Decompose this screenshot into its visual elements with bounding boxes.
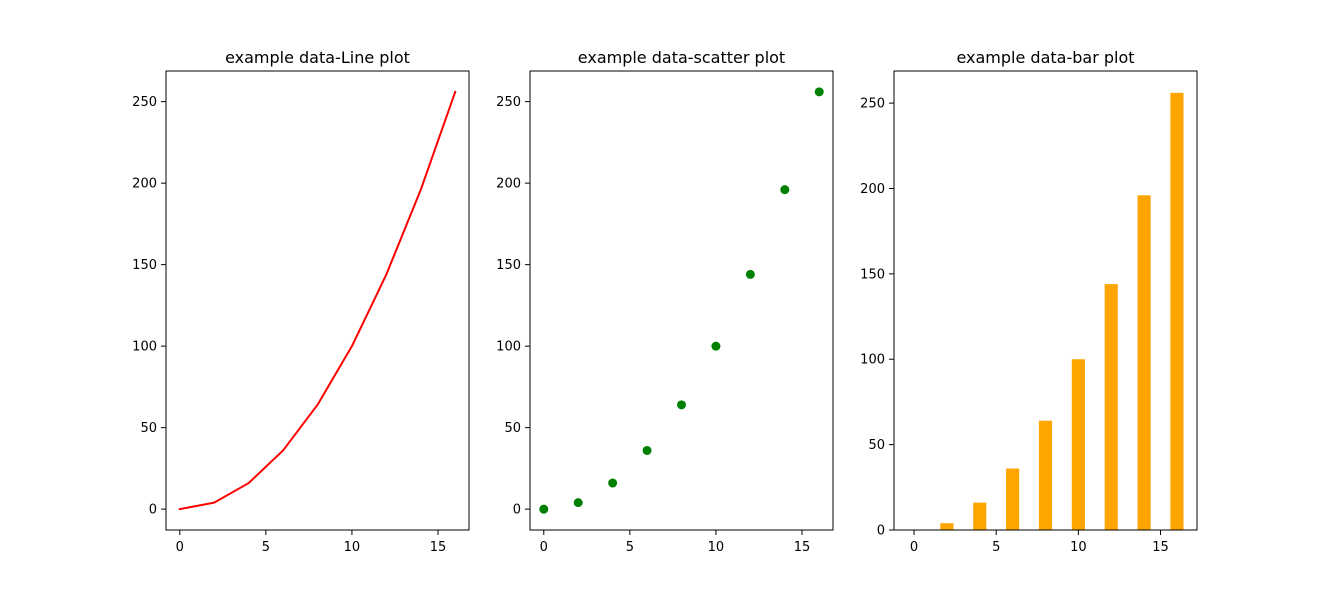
x-tick-label: 0 [176,540,184,555]
bar [1071,359,1085,530]
scatter-point [814,87,824,97]
scatter-point [539,504,549,514]
x-tick-label: 0 [540,540,548,555]
y-tick-label: 50 [504,421,521,436]
y-tick-label: 50 [140,421,157,436]
chart-title: example data-scatter plot [578,48,785,67]
y-tick-label: 200 [496,177,521,192]
x-tick-label: 15 [430,540,447,555]
x-tick-label: 15 [1152,540,1169,555]
y-tick-label: 0 [877,524,885,539]
bar [1038,420,1053,530]
y-tick-label: 250 [496,95,521,110]
y-tick-label: 0 [513,503,521,518]
chart-title: example data-bar plot [956,48,1134,67]
y-tick-label: 100 [860,353,885,368]
x-tick-label: 5 [626,540,634,555]
y-tick-label: 200 [132,177,157,192]
x-tick-label: 10 [708,540,725,555]
x-tick-label: 10 [1070,540,1087,555]
y-tick-label: 150 [496,258,521,273]
scatter-point [573,498,583,508]
y-tick-label: 150 [132,258,157,273]
x-tick-label: 10 [344,540,361,555]
bar [1104,284,1118,530]
x-tick-label: 0 [910,540,918,555]
scatter-point [780,185,790,195]
x-tick-label: 5 [992,540,1000,555]
chart-title: example data-Line plot [225,48,410,67]
bar [1170,92,1184,531]
scatter-point [745,269,755,279]
x-tick-label: 15 [794,540,811,555]
y-tick-label: 200 [860,182,885,197]
scatter-point [642,445,652,455]
bar [973,502,987,530]
y-tick-label: 100 [496,340,521,355]
y-tick-label: 0 [149,503,157,518]
y-tick-label: 100 [132,340,157,355]
axes-frame [165,70,470,531]
scatter-point [608,478,618,488]
bar [1006,468,1020,530]
x-tick-label: 5 [262,540,270,555]
line-series [178,90,457,511]
scatter-point [677,400,686,410]
y-tick-label: 250 [132,95,157,110]
axes-frame [529,70,834,531]
axes-frame [893,70,1198,531]
y-tick-label: 150 [860,267,885,282]
y-tick-label: 50 [868,438,885,453]
bar [1137,195,1151,530]
bar [940,523,954,530]
y-tick-label: 250 [860,97,885,112]
scatter-point [711,341,721,351]
